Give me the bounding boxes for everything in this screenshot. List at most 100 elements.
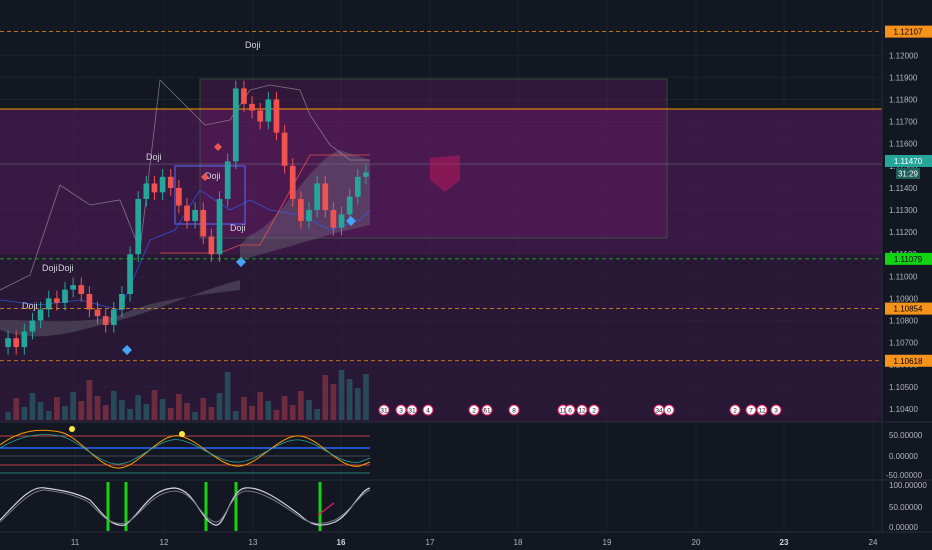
volume-bar <box>306 400 312 420</box>
svg-text:4: 4 <box>426 408 430 415</box>
candle-body <box>78 285 85 294</box>
svg-text:3: 3 <box>399 408 403 415</box>
volume-bar <box>135 395 142 420</box>
event-badge[interactable]: 12 <box>756 404 768 416</box>
event-badge[interactable]: 2 <box>588 404 600 416</box>
event-badge[interactable]: 12 <box>576 404 588 416</box>
volume-bar <box>216 393 223 420</box>
svg-text:34: 34 <box>655 408 663 415</box>
diamond-marker-icon <box>346 216 356 226</box>
price-label: 1.11900 <box>889 73 918 82</box>
volume-bar <box>127 409 133 420</box>
svg-text:2: 2 <box>733 408 737 415</box>
volume-bar <box>159 399 166 420</box>
candle-body <box>151 183 158 193</box>
price-label: 1.11800 <box>889 95 918 104</box>
volume-bar <box>70 392 76 420</box>
volume-bar <box>5 412 11 420</box>
candle-body <box>5 338 11 348</box>
candle-body <box>94 309 101 317</box>
time-label: 24 <box>869 538 878 547</box>
event-badge[interactable]: 31 <box>406 404 418 416</box>
candle-body <box>184 205 190 222</box>
candle-body <box>298 198 304 222</box>
candle-body <box>346 196 353 215</box>
time-axis-labels: 11 12 13 16 17 18 19 20 23 24 <box>71 538 878 547</box>
price-label: 1.12000 <box>889 51 918 60</box>
event-badge[interactable]: 3 <box>770 404 782 416</box>
candle-body <box>13 338 20 348</box>
time-label: 20 <box>692 538 701 547</box>
volume-bar <box>151 390 158 420</box>
stochastic-axis-labels: 100.00000 50.00000 0.00000 <box>889 481 927 532</box>
candle-body <box>135 198 142 255</box>
candle-body <box>70 285 76 290</box>
cloud-projection <box>430 155 460 192</box>
event-badge[interactable]: 2 <box>468 404 480 416</box>
volume-bar <box>94 396 101 420</box>
svg-text:100.00000: 100.00000 <box>889 481 927 490</box>
time-axis[interactable] <box>0 532 932 550</box>
volume-bar <box>119 400 125 420</box>
price-label: 1.10800 <box>889 317 918 326</box>
svg-text:31: 31 <box>408 408 416 415</box>
candle-body <box>289 165 296 199</box>
candle-body <box>127 254 133 294</box>
signal-dot-icon <box>179 431 185 437</box>
svg-text:0: 0 <box>667 408 671 415</box>
doji-label: Doji <box>22 301 38 311</box>
event-badge[interactable]: 6 <box>564 404 576 416</box>
candle-body <box>322 183 329 210</box>
volume-bar <box>298 391 304 420</box>
event-badge[interactable]: 4 <box>422 404 434 416</box>
event-badge[interactable]: 34 <box>653 404 665 416</box>
svg-text:12: 12 <box>578 408 586 415</box>
candle-body <box>29 320 36 332</box>
candle-body <box>265 99 272 122</box>
volume-bar <box>338 370 345 420</box>
event-badge[interactable]: 8 <box>508 404 520 416</box>
current-price-value: 1.11470 <box>894 157 923 166</box>
volume-bar <box>314 409 320 420</box>
event-badge[interactable]: 2 <box>729 404 741 416</box>
volume-bar <box>330 384 337 420</box>
candle-body <box>143 183 150 199</box>
price-label: 1.11300 <box>889 206 918 215</box>
event-badge[interactable]: 3 <box>395 404 407 416</box>
event-badge[interactable]: 7 <box>745 404 757 416</box>
diamond-marker-icon <box>201 173 209 181</box>
volume-bar <box>241 397 247 420</box>
svg-text:12: 12 <box>758 408 766 415</box>
volume-bar <box>346 379 353 420</box>
volume-bar <box>167 408 174 420</box>
candle-body <box>306 210 312 222</box>
candle-body <box>338 214 345 228</box>
candle-body <box>110 309 117 325</box>
price-axis[interactable] <box>882 0 932 550</box>
price-tag-value: 1.12107 <box>894 28 923 37</box>
diamond-marker-icon <box>122 345 132 355</box>
event-badge[interactable]: 0 <box>663 404 675 416</box>
candle-series <box>5 80 369 355</box>
candle-body <box>102 316 109 325</box>
candle-body <box>224 161 231 199</box>
price-label: 1.11200 <box>889 228 918 237</box>
event-badge[interactable]: 31 <box>378 404 390 416</box>
diamond-marker-icon <box>236 257 246 267</box>
time-label: 23 <box>780 538 789 547</box>
candle-body <box>249 103 255 111</box>
stochastic-pane <box>0 482 371 531</box>
doji-label: Doji <box>205 171 221 181</box>
svg-text:7: 7 <box>749 408 753 415</box>
candle-body <box>281 132 288 166</box>
time-label: 19 <box>603 538 612 547</box>
price-tag <box>885 252 932 265</box>
volume-bar <box>232 411 239 420</box>
event-badge[interactable]: 61 <box>481 404 493 416</box>
price-label: 1.11600 <box>889 140 918 149</box>
ichimoku-cloud <box>0 150 370 337</box>
event-badges: 31 3 31 4 2 61 8 11 6 12 2 34 0 2 7 12 3 <box>378 404 782 416</box>
countdown-timer: 31:29 <box>898 170 919 179</box>
volume-bar <box>322 375 329 420</box>
